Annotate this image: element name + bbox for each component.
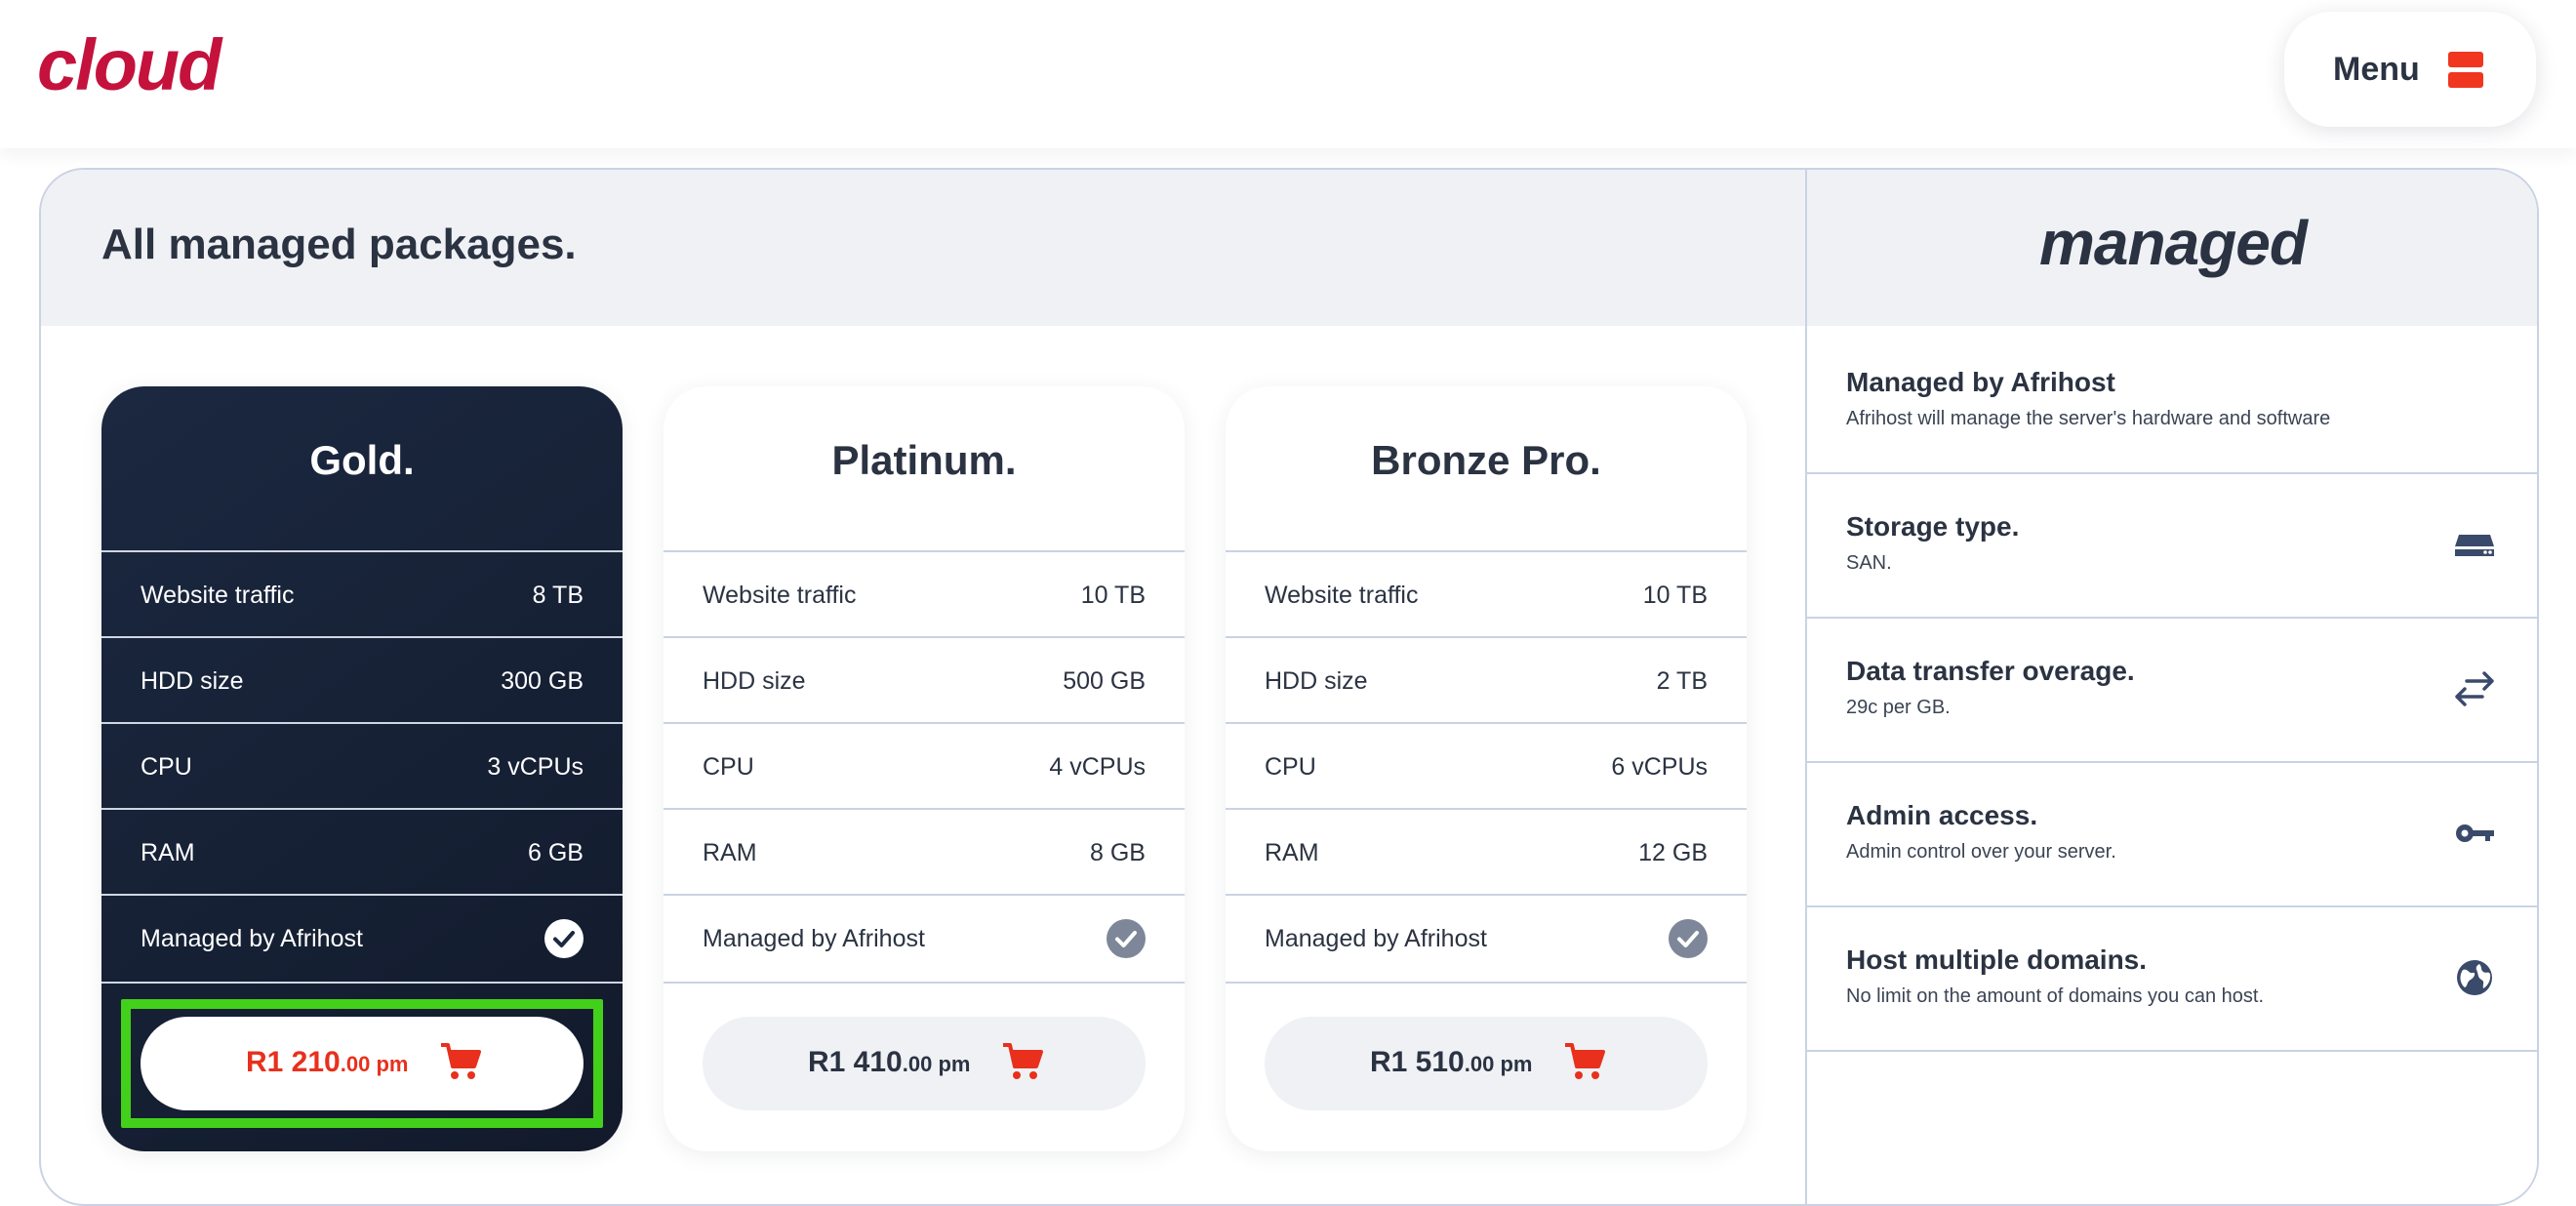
selection-highlight	[121, 999, 603, 1128]
managed-features-panel: managed Managed by Afrihost Afrihost wil…	[1805, 170, 2537, 1204]
spec-row: RAM 12 GB	[1226, 808, 1747, 896]
feature-multiple-domains: Host multiple domains. No limit on the a…	[1807, 907, 2537, 1052]
feature-storage: Storage type. SAN.	[1807, 474, 2537, 619]
feature-title: Storage type.	[1846, 511, 2020, 542]
price-suffix: .00 pm	[1464, 1052, 1533, 1076]
package-card-platinum: Platinum. Website traffic 10 TB HDD size…	[664, 386, 1185, 1151]
package-card-gold: Gold. Website traffic 8 TB HDD size 300 …	[101, 386, 623, 1151]
spec-label: HDD size	[1265, 667, 1368, 695]
package-name: Gold.	[309, 437, 415, 483]
buy-button-platinum[interactable]: R1 410.00 pm	[703, 1017, 1146, 1110]
spec-value: 500 GB	[1063, 667, 1146, 695]
packages-panel: All managed packages. Gold. Website traf…	[39, 168, 2539, 1206]
spec-label: Website traffic	[1265, 582, 1419, 609]
price-amount: R1 210	[246, 1046, 341, 1078]
spec-row: CPU 6 vCPUs	[1226, 722, 1747, 810]
feature-data-transfer: Data transfer overage. 29c per GB.	[1807, 619, 2537, 763]
spec-label: RAM	[703, 839, 757, 866]
menu-label: Menu	[2333, 51, 2420, 88]
packages-header: All managed packages.	[41, 170, 1805, 326]
spec-row: RAM 6 GB	[101, 808, 623, 896]
buy-button-bronze-pro[interactable]: R1 510.00 pm	[1265, 1017, 1708, 1110]
spec-value: 6 GB	[528, 839, 584, 866]
spec-label: Website traffic	[141, 582, 295, 609]
managed-label: Managed by Afrihost	[141, 925, 363, 952]
spec-label: CPU	[1265, 753, 1316, 781]
key-icon	[2456, 824, 2494, 842]
check-icon	[544, 919, 584, 958]
cart-icon	[1565, 1043, 1605, 1079]
spec-row: CPU 4 vCPUs	[664, 722, 1185, 810]
price-amount: R1 510	[1370, 1046, 1465, 1078]
feature-desc: 29c per GB.	[1846, 697, 1951, 718]
cart-icon	[1003, 1043, 1043, 1079]
managed-label: Managed by Afrihost	[703, 925, 925, 952]
spec-label: CPU	[141, 753, 192, 781]
feature-desc: SAN.	[1846, 552, 1892, 574]
feature-managed: Managed by Afrihost Afrihost will manage…	[1807, 330, 2537, 474]
feature-desc: No limit on the amount of domains you ca…	[1846, 985, 2265, 1007]
globe-icon	[2457, 960, 2492, 995]
spec-label: Website traffic	[703, 582, 857, 609]
menu-button[interactable]: Menu	[2284, 12, 2536, 127]
transfer-arrows-icon	[2455, 671, 2494, 706]
side-header: managed	[1807, 170, 2537, 326]
spec-row: CPU 3 vCPUs	[101, 722, 623, 810]
feature-title: Data transfer overage.	[1846, 656, 2135, 686]
price-amount: R1 410	[808, 1046, 903, 1078]
managed-row: Managed by Afrihost	[664, 894, 1185, 984]
spec-label: CPU	[703, 753, 754, 781]
package-name: Platinum.	[831, 437, 1017, 483]
storage-icon	[2455, 535, 2494, 556]
top-bar: cloud Menu	[0, 0, 2576, 148]
spec-value: 3 vCPUs	[487, 753, 584, 781]
cloud-logo[interactable]: cloud	[37, 24, 221, 105]
feature-title: Host multiple domains.	[1846, 945, 2148, 975]
spec-value: 12 GB	[1638, 839, 1708, 866]
spec-row: RAM 8 GB	[664, 808, 1185, 896]
spec-value: 6 vCPUs	[1611, 753, 1708, 781]
price-suffix: .00 pm	[340, 1052, 409, 1076]
spec-value: 4 vCPUs	[1049, 753, 1146, 781]
feature-title: Managed by Afrihost	[1846, 367, 2115, 397]
spec-row: Website traffic 10 TB	[664, 550, 1185, 638]
page-title: All managed packages.	[101, 221, 577, 268]
feature-title: Admin access.	[1846, 800, 2038, 830]
spec-value: 10 TB	[1642, 582, 1708, 609]
spec-row: Website traffic 8 TB	[101, 550, 623, 638]
spec-label: RAM	[1265, 839, 1319, 866]
buy-button-gold[interactable]: R1 210.00 pm	[141, 1017, 584, 1110]
cart-icon	[441, 1043, 481, 1079]
managed-label: Managed by Afrihost	[1265, 925, 1487, 952]
menu-icon	[2448, 52, 2483, 89]
managed-brand: managed	[2039, 208, 2308, 278]
managed-row: Managed by Afrihost	[101, 894, 623, 984]
price: R1 510.00 pm	[1370, 1046, 1532, 1079]
feature-desc: Afrihost will manage the server's hardwa…	[1846, 408, 2331, 429]
price-suffix: .00 pm	[902, 1052, 971, 1076]
spec-label: HDD size	[141, 667, 244, 695]
spec-value: 2 TB	[1656, 667, 1708, 695]
price: R1 410.00 pm	[808, 1046, 970, 1079]
managed-row: Managed by Afrihost	[1226, 894, 1747, 984]
check-icon	[1669, 919, 1708, 958]
package-name: Bronze Pro.	[1371, 437, 1601, 483]
spec-value: 10 TB	[1080, 582, 1146, 609]
spec-label: RAM	[141, 839, 195, 866]
package-card-bronze-pro: Bronze Pro. Website traffic 10 TB HDD si…	[1226, 386, 1747, 1151]
check-icon	[1107, 919, 1146, 958]
spec-row: HDD size 300 GB	[101, 636, 623, 724]
spec-row: HDD size 2 TB	[1226, 636, 1747, 724]
spec-label: HDD size	[703, 667, 806, 695]
price: R1 210.00 pm	[246, 1046, 408, 1079]
spec-value: 8 TB	[532, 582, 584, 609]
spec-row: Website traffic 10 TB	[1226, 550, 1747, 638]
feature-admin-access: Admin access. Admin control over your se…	[1807, 763, 2537, 907]
spec-row: HDD size 500 GB	[664, 636, 1185, 724]
spec-value: 8 GB	[1090, 839, 1146, 866]
spec-value: 300 GB	[501, 667, 584, 695]
feature-desc: Admin control over your server.	[1846, 841, 2116, 863]
